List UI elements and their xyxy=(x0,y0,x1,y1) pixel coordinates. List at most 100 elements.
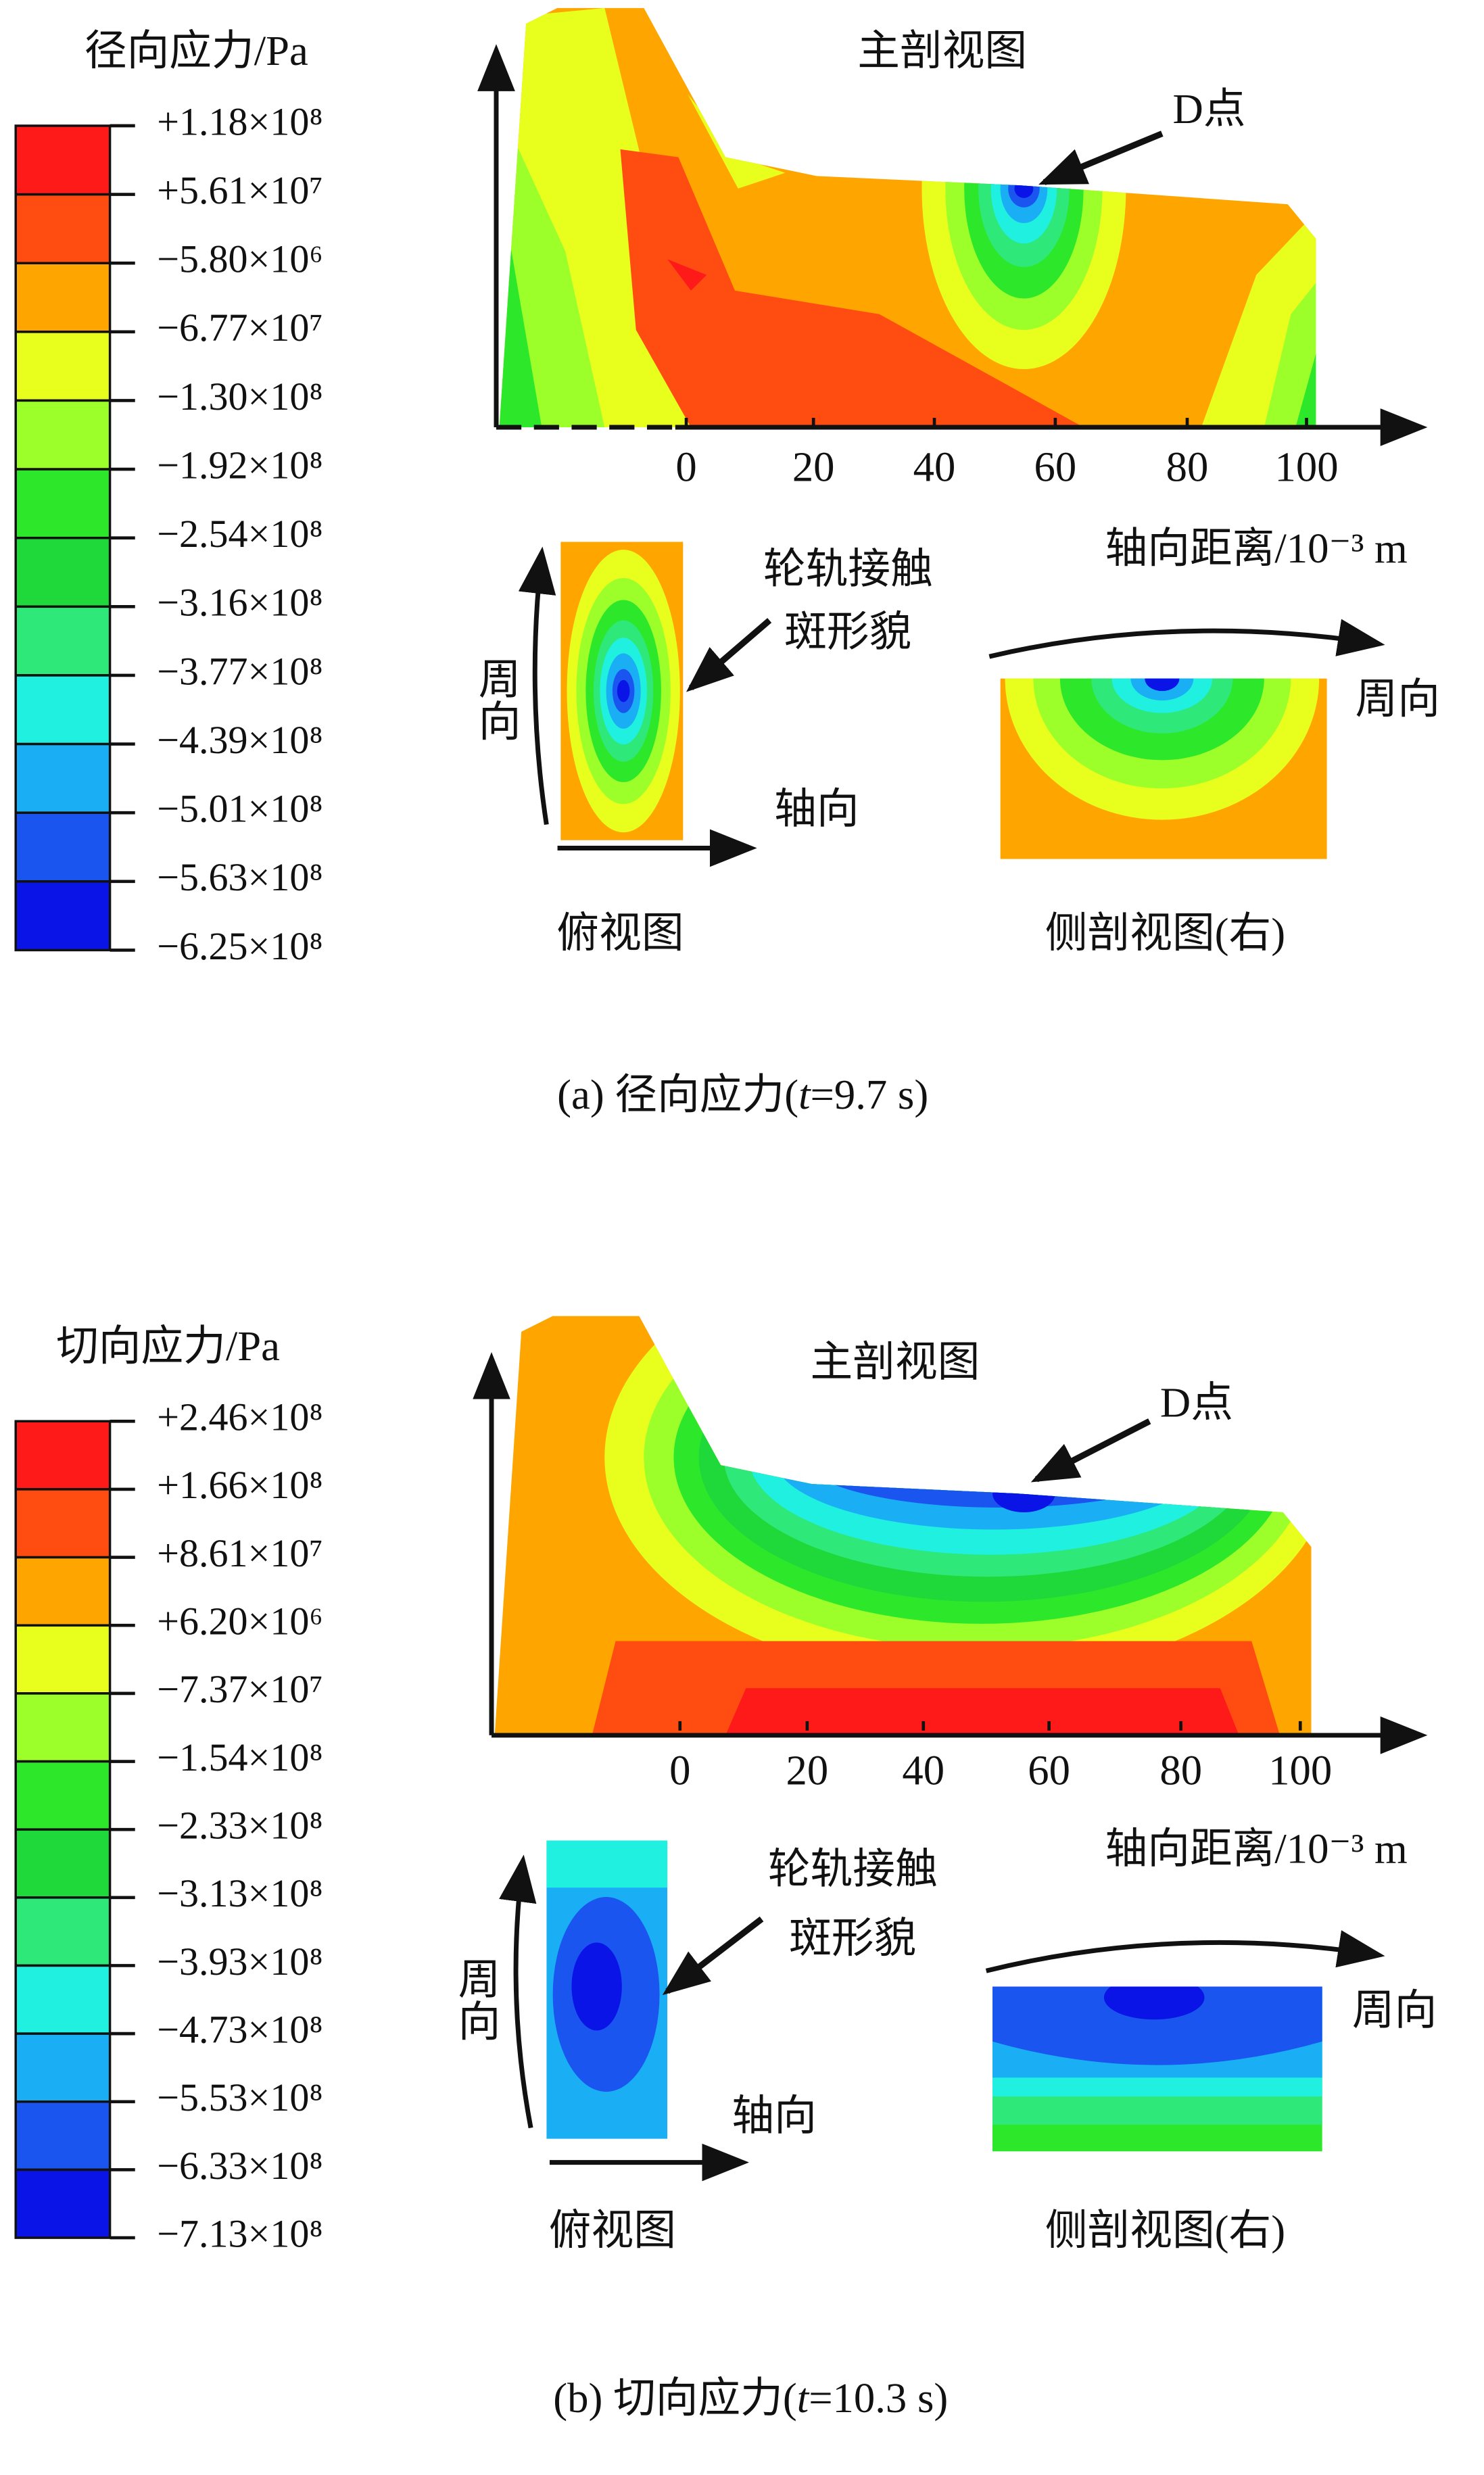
contact-label: 轮轨接触 xyxy=(763,545,933,592)
x-tick-label: 60 xyxy=(1028,1746,1070,1794)
x-tick-label: 0 xyxy=(669,1746,690,1794)
caption-text: =9.7 s) xyxy=(811,1071,929,1118)
colorbar-swatch xyxy=(14,124,112,196)
caption-text: =10.3 s) xyxy=(809,2374,948,2422)
colorbar-swatch xyxy=(14,2100,112,2171)
main-view: 0 20 40 60 80 100 主剖视图 D点 轴向距离/10⁻³ m xyxy=(473,1316,1428,1872)
side-view-title: 侧剖视图(右) xyxy=(1045,909,1285,957)
x-tick-label: 60 xyxy=(1034,443,1077,490)
legend-title: 径向应力/Pa xyxy=(85,27,308,74)
panel-a: 径向应力/Pa +1.18×10⁸ +5.61×10⁷ −5.80×10⁶ −6.77… xyxy=(14,7,1440,1118)
colorbar-label: +8.61×10⁷ xyxy=(157,1531,322,1575)
circumferential-label: 周向 xyxy=(452,1956,499,2041)
colorbar-label: −1.54×10⁸ xyxy=(157,1735,322,1779)
colorbar-label: +1.18×10⁸ xyxy=(157,99,322,143)
colorbar-swatch xyxy=(14,1624,112,1695)
d-point-label: D点 xyxy=(1160,1379,1233,1426)
circumferential-label: 周向 xyxy=(473,656,520,741)
colorbar-swatch xyxy=(14,674,112,746)
colorbar-swatch xyxy=(14,1692,112,1763)
colorbar-swatch xyxy=(14,468,112,539)
colorbar-swatch xyxy=(14,2168,112,2239)
panel-b: 切向应力/Pa +2.46×10⁸ +1.66×10⁸ +8.61×10⁷ +6.20… xyxy=(14,1316,1437,2422)
main-view-title: 主剖视图 xyxy=(811,1338,980,1385)
colorbar-swatch xyxy=(14,811,112,883)
x-axis-label: 轴向距离/10⁻³ m xyxy=(1105,525,1408,572)
top-view: 周向 轴向 轮轨接触 斑形貌 俯视图 xyxy=(473,542,933,957)
contact-label: 斑形貌 xyxy=(784,608,911,655)
colorbar-label: −5.63×10⁸ xyxy=(157,855,322,899)
main-view-title: 主剖视图 xyxy=(857,27,1027,74)
colorbar-swatch xyxy=(14,1556,112,1627)
colorbar-label: −2.33×10⁸ xyxy=(157,1804,322,1848)
side-view-title: 侧剖视图(右) xyxy=(1045,2207,1285,2254)
colorbar-swatch xyxy=(14,1896,112,1967)
colorbar-swatch xyxy=(14,331,112,402)
caption: (a) 径向应力(t=9.7 s) xyxy=(557,1071,928,1118)
x-tick-label: 20 xyxy=(786,1746,829,1794)
colorbar-swatch xyxy=(14,536,112,608)
colorbar-swatch xyxy=(14,262,112,333)
axial-label: 轴向 xyxy=(774,786,859,833)
colorbar: +1.18×10⁸ +5.61×10⁷ −5.80×10⁶ −6.77×10⁷ −1.3… xyxy=(14,99,323,968)
x-ticks: 0 20 40 60 80 100 xyxy=(675,418,1339,490)
colorbar-swatch xyxy=(14,880,112,952)
caption-var: t xyxy=(797,2374,810,2422)
x-tick-label: 40 xyxy=(913,443,956,490)
axial-label: 轴向 xyxy=(732,2092,816,2139)
circumferential-label: 周向 xyxy=(1356,675,1440,723)
colorbar-label: −5.01×10⁸ xyxy=(157,787,322,831)
caption-text: (a) 径向应力( xyxy=(557,1071,798,1118)
colorbar-label: −5.53×10⁸ xyxy=(157,2075,322,2119)
colorbar-label: −1.92×10⁸ xyxy=(157,443,322,487)
colorbar-label: −6.25×10⁸ xyxy=(157,924,322,968)
x-tick-label: 40 xyxy=(902,1746,944,1794)
colorbar-swatch xyxy=(14,2032,112,2103)
top-view: 周向 轴向 轮轨接触 斑形貌 俯视图 xyxy=(452,1840,938,2254)
colorbar-label: −3.93×10⁸ xyxy=(157,1940,322,1984)
caption-text: (b) 切向应力( xyxy=(553,2374,796,2422)
colorbar-label: −5.80×10⁶ xyxy=(157,237,322,281)
colorbar-label: −6.33×10⁸ xyxy=(157,2144,322,2188)
colorbar-label: −4.39×10⁸ xyxy=(157,718,322,762)
colorbar-label: −1.30×10⁸ xyxy=(157,375,322,418)
caption-var: t xyxy=(798,1071,811,1118)
x-axis-label: 轴向距离/10⁻³ m xyxy=(1105,1825,1408,1872)
colorbar-label: −3.16×10⁸ xyxy=(157,581,322,625)
colorbar-swatch xyxy=(14,1964,112,2035)
x-tick-label: 100 xyxy=(1268,1746,1332,1794)
colorbar-swatch xyxy=(14,1828,112,1899)
colorbar-swatch xyxy=(14,1488,112,1559)
contact-label: 轮轨接触 xyxy=(768,1846,938,1893)
colorbar-label: +5.61×10⁷ xyxy=(157,168,322,212)
colorbar-label: −7.37×10⁷ xyxy=(157,1667,322,1711)
top-view-title: 俯视图 xyxy=(556,909,684,957)
top-view-title: 俯视图 xyxy=(549,2207,676,2254)
colorbar-label: +1.66×10⁸ xyxy=(157,1463,322,1507)
colorbar-swatch xyxy=(14,193,112,264)
x-tick-label: 80 xyxy=(1159,1746,1202,1794)
x-tick-label: 80 xyxy=(1166,443,1209,490)
x-tick-label: 100 xyxy=(1274,443,1338,490)
colorbar-label: −3.77×10⁸ xyxy=(157,649,322,693)
colorbar-label: +6.20×10⁶ xyxy=(157,1600,322,1643)
colorbar-label: +2.46×10⁸ xyxy=(157,1395,322,1439)
colorbar-label: −7.13×10⁸ xyxy=(157,2211,322,2255)
colorbar-swatch xyxy=(14,742,112,814)
x-ticks: 0 20 40 60 80 100 xyxy=(669,1721,1332,1794)
main-view: 0 20 40 60 80 100 主剖视图 D点 轴向距离/10⁻³ m xyxy=(477,7,1428,572)
colorbar-label: −6.77×10⁷ xyxy=(157,306,322,350)
colorbar-label: −4.73×10⁸ xyxy=(157,2007,322,2051)
colorbar-swatch xyxy=(14,399,112,471)
side-view: 周向 侧剖视图(右) xyxy=(985,1930,1437,2254)
x-tick-label: 0 xyxy=(675,443,696,490)
contact-label: 斑形貌 xyxy=(789,1915,916,1962)
side-view: 周向 侧剖视图(右) xyxy=(988,619,1440,957)
colorbar-label: −2.54×10⁸ xyxy=(157,512,322,556)
colorbar-swatch xyxy=(14,1760,112,1831)
legend-title: 切向应力/Pa xyxy=(56,1322,280,1370)
circumferential-label: 周向 xyxy=(1352,1987,1437,2034)
colorbar-swatch xyxy=(14,605,112,677)
colorbar-swatch xyxy=(14,1420,112,1491)
